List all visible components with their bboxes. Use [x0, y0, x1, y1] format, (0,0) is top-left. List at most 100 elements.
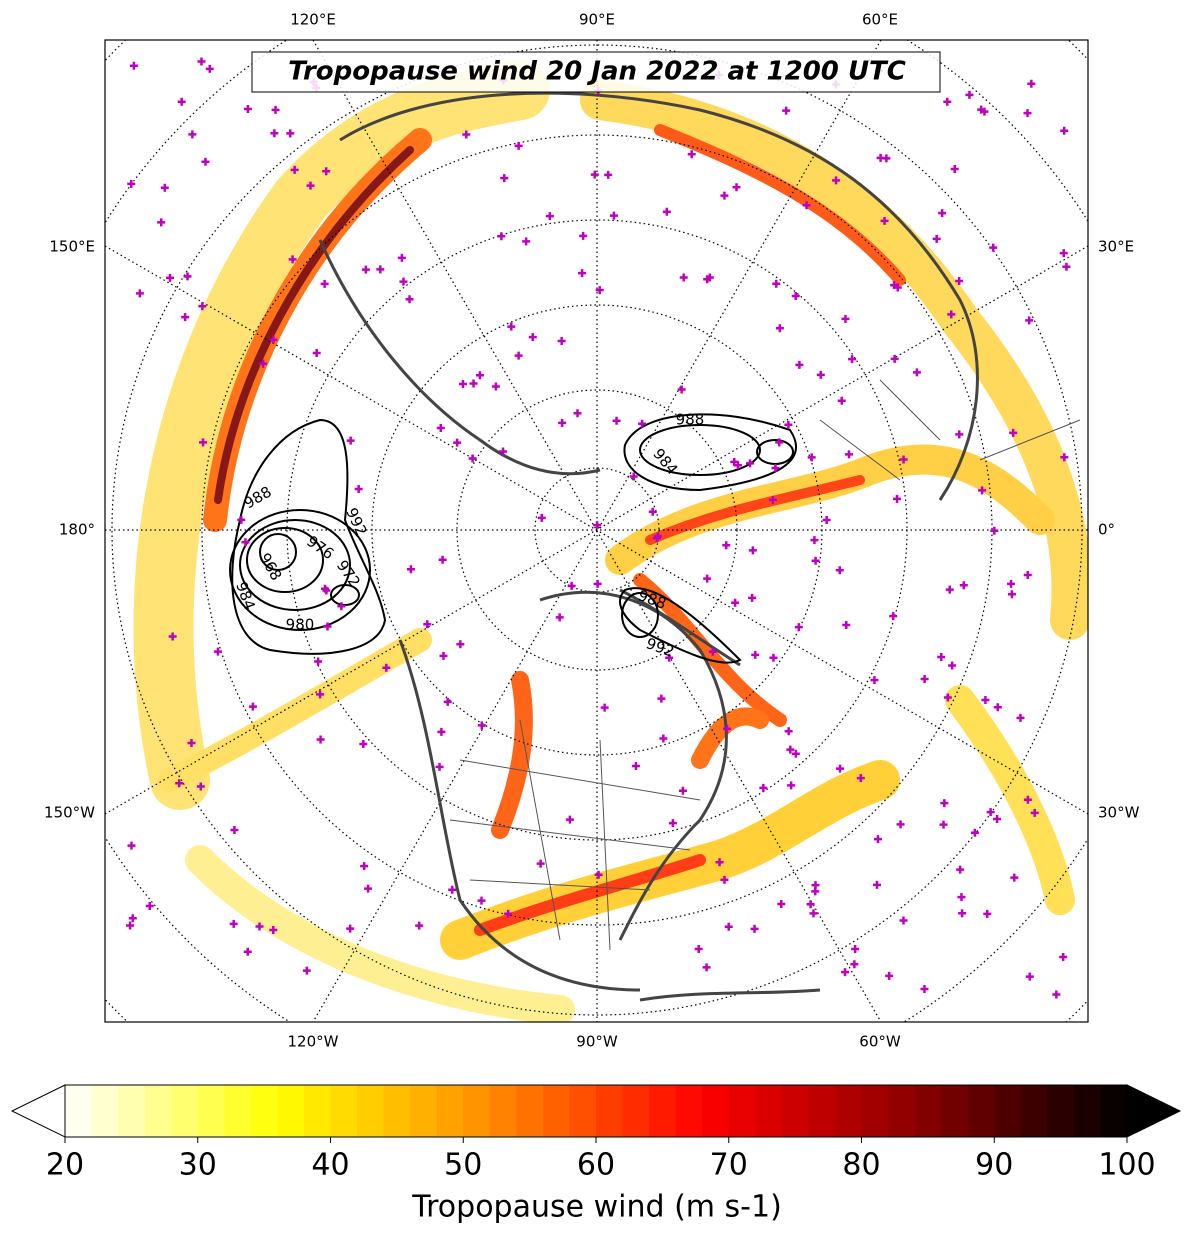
colorbar-swatch	[1100, 1085, 1128, 1137]
station-marker	[255, 922, 264, 931]
lon-label: 60°W	[859, 1033, 901, 1051]
station-marker	[507, 322, 516, 331]
colorbar-swatch	[144, 1085, 172, 1137]
station-marker	[514, 351, 523, 360]
station-marker	[937, 653, 946, 662]
station-marker	[899, 455, 908, 464]
lon-label: 0°	[1098, 521, 1115, 539]
station-marker	[270, 129, 279, 138]
station-marker	[128, 914, 137, 923]
station-marker	[885, 971, 894, 980]
station-marker	[181, 313, 190, 322]
colorbar-swatch	[622, 1085, 650, 1137]
title-box	[251, 51, 941, 93]
station-marker	[795, 360, 804, 369]
station-marker	[958, 909, 967, 918]
station-marker	[477, 721, 486, 730]
station-marker	[168, 632, 177, 641]
station-marker	[745, 459, 754, 468]
map-frame	[104, 39, 1089, 1023]
lon-label: 180°	[59, 521, 95, 539]
map-title: Tropopause wind 20 Jan 2022 at 1200 UTC	[288, 57, 906, 87]
station-marker	[943, 693, 952, 702]
colorbar-tick-label: 50	[444, 1148, 482, 1183]
station-marker	[302, 966, 311, 975]
station-marker	[1007, 579, 1016, 588]
station-marker	[870, 676, 879, 685]
station-marker	[188, 130, 197, 139]
station-marker	[183, 272, 192, 281]
station-marker	[269, 335, 278, 344]
colorbar-swatch	[1020, 1085, 1048, 1137]
station-marker	[665, 653, 674, 662]
station-marker	[406, 565, 415, 574]
station-marker	[1007, 590, 1016, 599]
station-marker	[1023, 795, 1032, 804]
station-marker	[965, 90, 974, 99]
station-marker	[751, 650, 760, 659]
station-marker	[612, 416, 621, 425]
station-marker	[196, 782, 205, 791]
station-marker	[595, 286, 604, 295]
map-area	[105, 40, 1088, 1022]
colorbar-tick-label: 70	[710, 1148, 748, 1183]
station-marker	[955, 277, 964, 286]
colorbar-swatch	[542, 1085, 570, 1137]
station-marker	[777, 899, 786, 908]
colorbar-swatch	[303, 1085, 331, 1137]
lon-label: 120°E	[290, 11, 336, 29]
station-marker	[668, 819, 677, 828]
station-marker	[791, 749, 800, 758]
station-marker	[243, 105, 252, 114]
lon-label: 120°W	[288, 1033, 339, 1051]
lon-label: 150°E	[49, 238, 95, 256]
station-marker	[837, 396, 846, 405]
lon-label: 90°W	[576, 1033, 618, 1051]
station-marker	[321, 584, 329, 593]
station-marker	[983, 909, 992, 918]
station-marker	[978, 486, 987, 495]
station-marker	[679, 273, 688, 282]
station-marker	[851, 945, 860, 954]
station-marker	[314, 657, 323, 666]
colorbar-swatch	[410, 1085, 438, 1137]
station-marker	[475, 371, 484, 380]
station-marker	[337, 602, 346, 611]
station-marker	[989, 243, 998, 252]
station-marker	[322, 167, 331, 176]
station-marker	[477, 896, 486, 905]
station-marker	[822, 515, 831, 524]
colorbar-swatch	[941, 1085, 969, 1137]
station-marker	[269, 926, 278, 935]
station-marker	[893, 494, 902, 503]
station-marker	[241, 538, 250, 547]
station-marker	[1010, 873, 1019, 882]
longitude-labels: 120°E 90°E 60°E 120°W 90°W 60°W 150°E 18…	[44, 11, 1140, 1051]
station-marker	[889, 612, 898, 621]
station-marker	[955, 430, 964, 439]
station-marker	[678, 786, 687, 795]
station-marker	[948, 661, 957, 670]
colorbar-swatch	[596, 1085, 624, 1137]
colorbar-swatch	[250, 1085, 278, 1137]
station-marker	[555, 613, 564, 622]
station-marker	[500, 174, 509, 183]
colorbar-tick-label: 20	[46, 1148, 84, 1183]
station-marker	[205, 64, 214, 73]
station-marker	[135, 289, 144, 298]
colorbar-swatch	[861, 1085, 889, 1137]
station-marker	[346, 924, 355, 933]
station-marker	[940, 799, 949, 808]
station-marker	[880, 216, 889, 225]
station-marker	[816, 370, 825, 379]
station-marker	[993, 703, 1002, 712]
station-marker	[759, 783, 768, 792]
station-marker	[129, 61, 138, 70]
station-marker	[748, 593, 757, 602]
station-marker	[243, 947, 252, 956]
station-marker	[873, 880, 882, 889]
station-marker	[187, 738, 196, 747]
station-marker	[715, 858, 724, 867]
station-marker	[160, 183, 169, 192]
